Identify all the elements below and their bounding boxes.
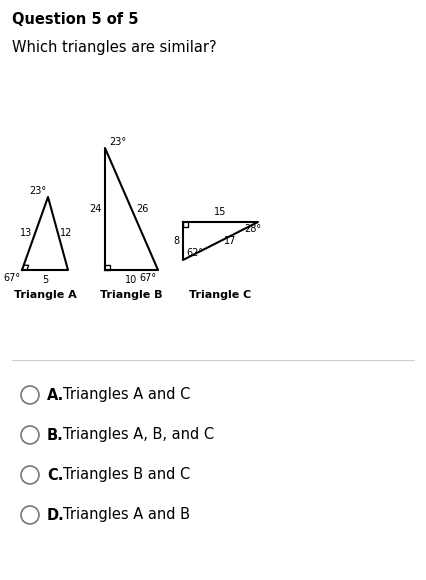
- Text: Triangle B: Triangle B: [100, 290, 163, 300]
- Text: 26: 26: [136, 204, 149, 214]
- Text: 5: 5: [42, 275, 48, 285]
- Text: B.: B.: [47, 427, 64, 443]
- Circle shape: [21, 506, 39, 524]
- Text: 23°: 23°: [109, 137, 126, 147]
- Text: 15: 15: [214, 207, 227, 217]
- Text: Question 5 of 5: Question 5 of 5: [12, 12, 138, 27]
- Text: 12: 12: [60, 229, 72, 238]
- Text: Triangle A: Triangle A: [14, 290, 76, 300]
- Circle shape: [21, 426, 39, 444]
- Text: Triangles A, B, and C: Triangles A, B, and C: [63, 427, 214, 443]
- Text: Triangles A and B: Triangles A and B: [63, 508, 190, 523]
- Text: Which triangles are similar?: Which triangles are similar?: [12, 40, 217, 55]
- Text: 62°: 62°: [186, 248, 203, 258]
- Text: Triangles B and C: Triangles B and C: [63, 467, 190, 483]
- Text: 24: 24: [89, 204, 102, 214]
- Text: Triangle C: Triangle C: [190, 290, 252, 300]
- Text: 13: 13: [20, 229, 32, 238]
- Text: A.: A.: [47, 387, 64, 403]
- Text: 23°: 23°: [29, 186, 46, 196]
- Text: D.: D.: [47, 508, 65, 523]
- Circle shape: [21, 386, 39, 404]
- Text: 28°: 28°: [244, 224, 261, 234]
- Text: 8: 8: [174, 236, 180, 246]
- Text: Triangles A and C: Triangles A and C: [63, 387, 190, 403]
- Text: 67°: 67°: [139, 273, 156, 283]
- Text: 17: 17: [224, 236, 236, 246]
- Text: 10: 10: [125, 275, 138, 285]
- Text: 67°: 67°: [3, 273, 20, 283]
- Text: C.: C.: [47, 467, 63, 483]
- Circle shape: [21, 466, 39, 484]
